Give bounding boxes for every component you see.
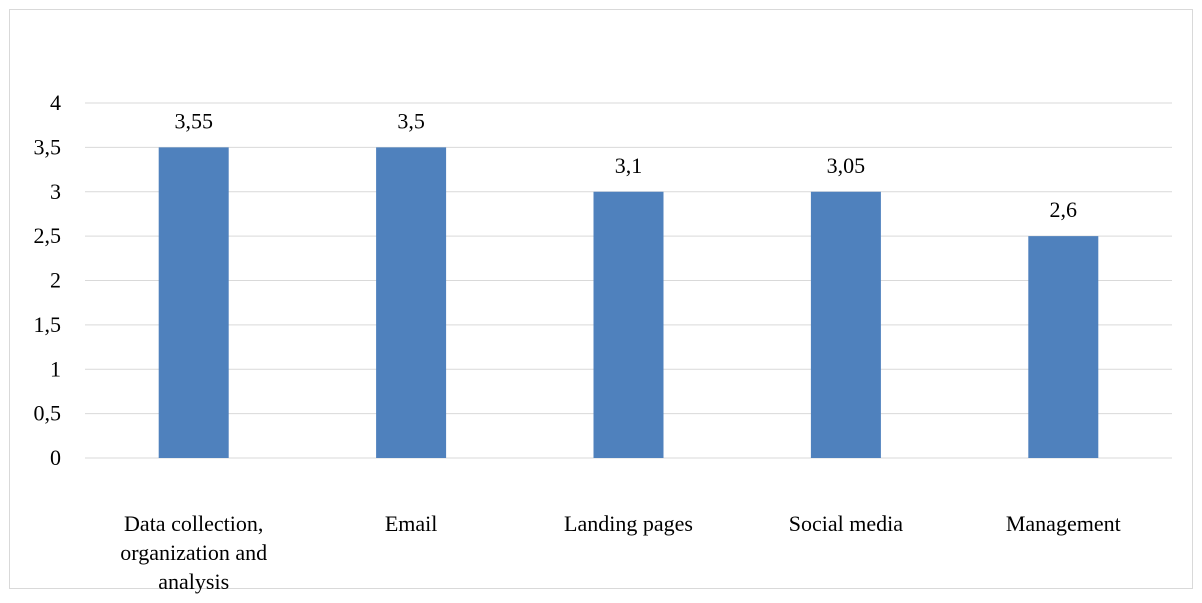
data-label: 2,6 xyxy=(1050,197,1078,222)
y-tick-label: 1 xyxy=(50,356,61,381)
bar xyxy=(810,191,881,458)
y-tick-label: 3,5 xyxy=(34,134,62,159)
category-label: Data collection, organization and analysis xyxy=(120,511,267,594)
bar xyxy=(1028,236,1099,458)
y-tick-label: 0,5 xyxy=(34,401,62,426)
data-label: 3,05 xyxy=(827,153,866,178)
category-label-line: Data collection, xyxy=(124,511,263,536)
data-label: 3,1 xyxy=(615,153,643,178)
category-labels: Data collection, organization and analysis… xyxy=(120,511,1120,594)
category-label: Social media xyxy=(789,511,903,536)
data-label: 3,55 xyxy=(174,108,213,133)
y-tick-label: 3 xyxy=(50,179,61,204)
category-label: Landing pages xyxy=(564,511,693,536)
y-tick-label: 2,5 xyxy=(34,223,62,248)
category-label-line: Social media xyxy=(789,511,903,536)
category-label-line: analysis xyxy=(158,569,229,594)
category-label-line: organization and xyxy=(120,540,267,565)
category-label-line: Landing pages xyxy=(564,511,693,536)
y-tick-label: 1,5 xyxy=(34,312,62,337)
bar xyxy=(158,147,229,458)
y-tick-label: 2 xyxy=(50,268,61,293)
bar xyxy=(376,147,447,458)
category-label: Management xyxy=(1006,511,1121,536)
bars xyxy=(158,147,1099,458)
data-labels: 3,55 3,5 3,1 3,05 2,6 xyxy=(174,108,1077,222)
data-label: 3,5 xyxy=(397,108,425,133)
category-label-line: Management xyxy=(1006,511,1121,536)
y-tick-label: 0 xyxy=(50,445,61,470)
category-label: Email xyxy=(385,511,438,536)
y-axis-tick-labels: 0 0,5 1 1,5 2 2,5 3 3,5 4 xyxy=(34,90,62,470)
y-tick-label: 4 xyxy=(50,90,61,115)
category-label-line: Email xyxy=(385,511,438,536)
bar xyxy=(593,191,664,458)
